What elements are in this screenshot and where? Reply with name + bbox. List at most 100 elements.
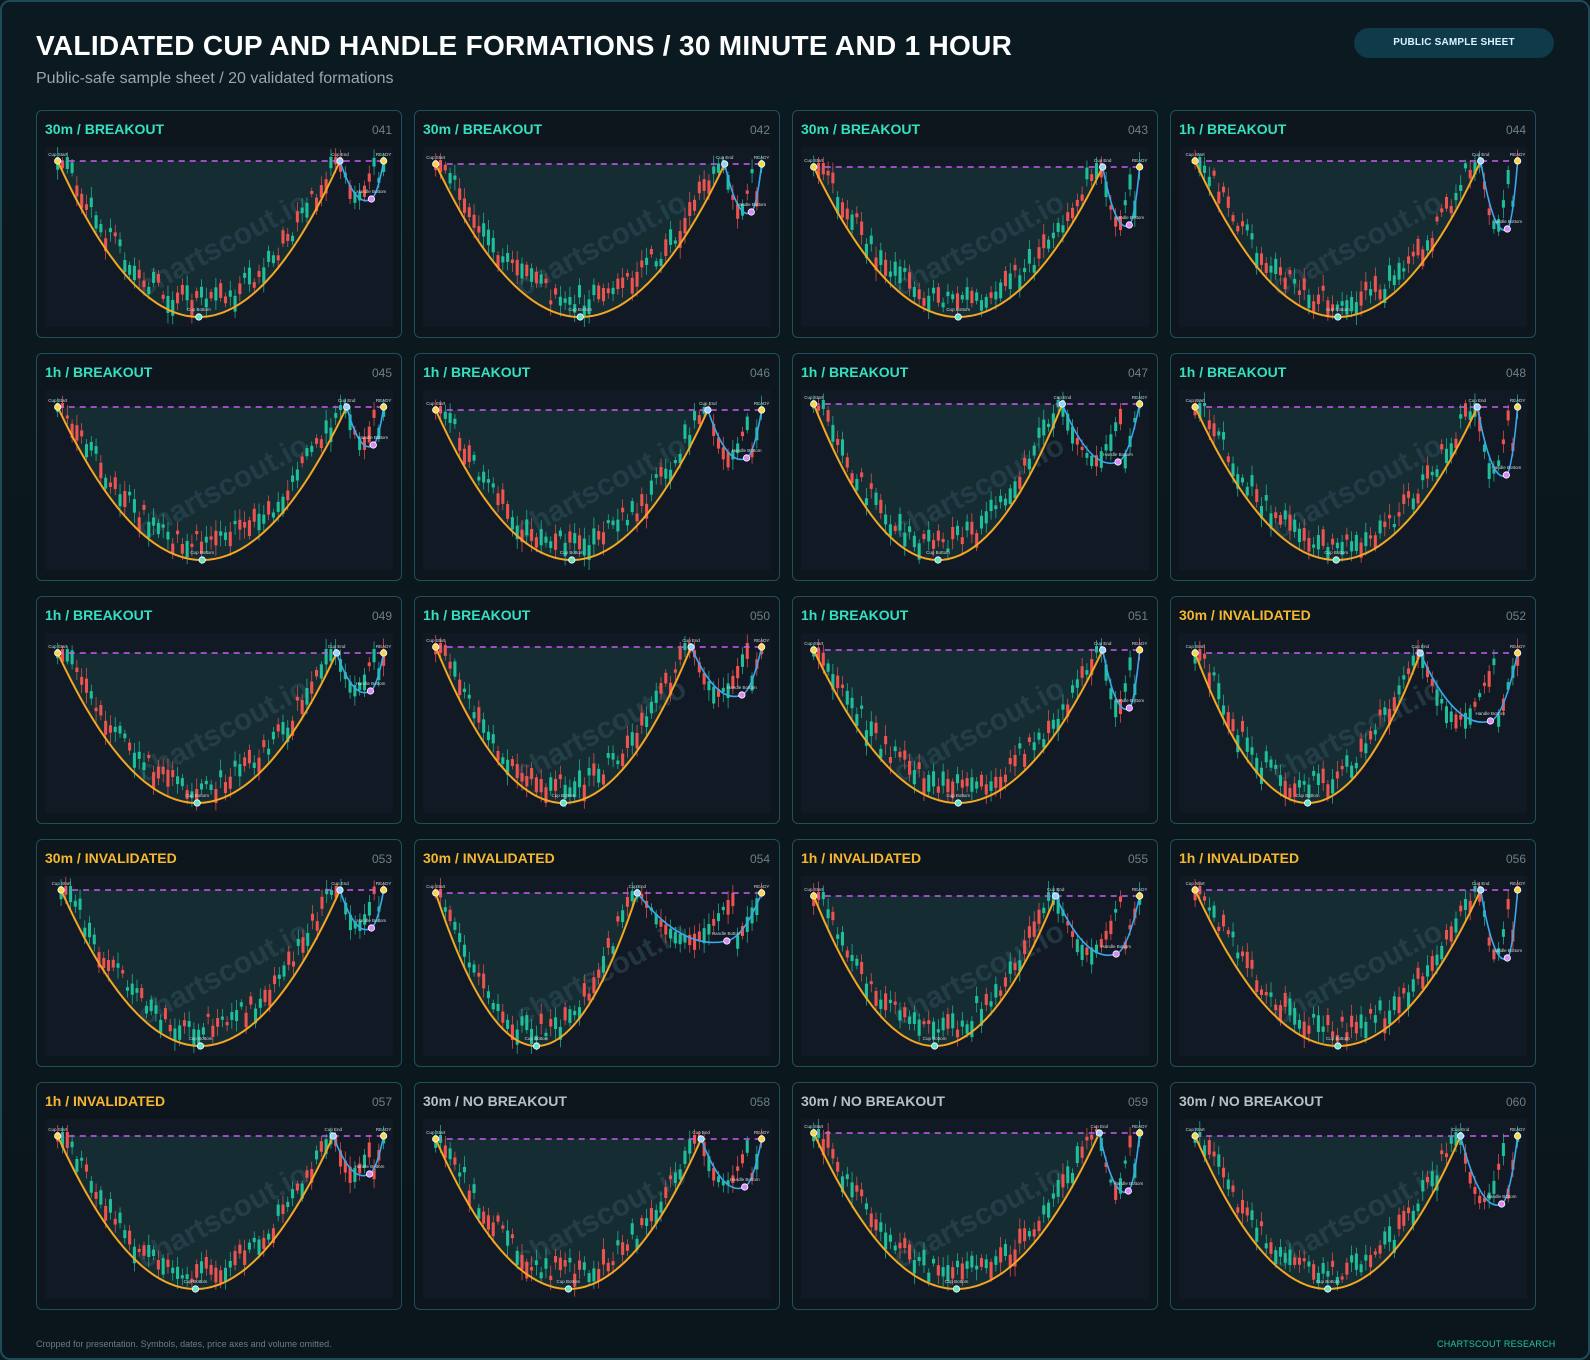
- formation-card-053[interactable]: 30m / INVALIDATED 053 chartscout.io Cup Sta…: [36, 839, 402, 1067]
- candle: [1397, 262, 1401, 280]
- candle: [601, 288, 606, 302]
- candle: [338, 1150, 343, 1167]
- formation-card-048[interactable]: 1h / BREAKOUT 048 chartscout.io Cup Start Cu…: [1170, 353, 1536, 581]
- formation-chart: chartscout.io Cup Start Cup Bottom Cup End H…: [1179, 390, 1527, 570]
- cup-bottom-marker: [934, 556, 942, 564]
- candle: [1222, 1167, 1226, 1178]
- formation-card-042[interactable]: 30m / BREAKOUT 042 chartscout.io Cup Start C…: [414, 110, 780, 338]
- candle: [70, 650, 74, 665]
- candle: [1283, 1253, 1287, 1263]
- formation-card-052[interactable]: 30m / INVALIDATED 052 chartscout.io Cup Sta…: [1170, 596, 1536, 824]
- card-label: 30m / NO BREAKOUT: [801, 1093, 945, 1109]
- card-label: 30m / INVALIDATED: [423, 850, 555, 866]
- formation-card-057[interactable]: 1h / INVALIDATED 057 chartscout.io Cup Star…: [36, 1082, 402, 1310]
- candle: [597, 530, 601, 540]
- candle: [1506, 410, 1510, 421]
- candle: [295, 211, 299, 223]
- candle: [482, 973, 486, 989]
- formation-card-060[interactable]: 30m / NO BREAKOUT 060 chartscout.io Cup Sta…: [1170, 1082, 1536, 1310]
- candle: [630, 732, 634, 746]
- candle: [573, 781, 577, 798]
- candle: [601, 1249, 606, 1265]
- candle: [223, 532, 228, 540]
- candle: [1331, 538, 1335, 545]
- candle: [142, 1245, 146, 1256]
- candle: [1085, 1136, 1089, 1141]
- candle: [1492, 658, 1496, 666]
- candle: [673, 931, 677, 944]
- candle: [209, 784, 213, 791]
- formation-card-054[interactable]: 30m / INVALIDATED 054 chartscout.io Cup Sta…: [414, 839, 780, 1067]
- candle: [1373, 1015, 1377, 1023]
- formation-card-045[interactable]: 1h / BREAKOUT 045 chartscout.io Cup Start Cu…: [36, 353, 402, 581]
- formation-card-046[interactable]: 1h / BREAKOUT 046 chartscout.io Cup Start Cu…: [414, 353, 780, 581]
- candle: [1454, 714, 1458, 729]
- candle: [712, 423, 716, 436]
- candle: [1354, 1021, 1358, 1034]
- candle: [1402, 1210, 1406, 1226]
- cup-start-marker: [57, 886, 65, 894]
- candle: [140, 987, 144, 999]
- formation-chart: chartscout.io Cup Start Cup Bottom Cup End H…: [1179, 1119, 1527, 1299]
- formation-card-043[interactable]: 30m / BREAKOUT 043 chartscout.io Cup Start C…: [792, 110, 1158, 338]
- candle: [228, 1260, 232, 1268]
- candle: [362, 437, 367, 450]
- formation-card-056[interactable]: 1h / INVALIDATED 056 chartscout.io Cup Star…: [1170, 839, 1536, 1067]
- candle: [855, 714, 859, 727]
- candle: [707, 1156, 711, 1172]
- candle: [132, 752, 136, 768]
- candle: [128, 265, 132, 275]
- candle: [577, 770, 582, 788]
- candle: [219, 770, 223, 778]
- formation-card-055[interactable]: 1h / INVALIDATED 055 chartscout.io Cup Star…: [792, 839, 1158, 1067]
- candle: [736, 1166, 740, 1171]
- candle: [1297, 1257, 1301, 1265]
- candle: [510, 759, 514, 767]
- candle: [611, 520, 615, 526]
- candle: [864, 1203, 868, 1210]
- candle: [97, 952, 101, 968]
- candle: [898, 751, 902, 758]
- candle: [1440, 698, 1444, 704]
- candle: [673, 240, 677, 244]
- candle: [1066, 212, 1070, 221]
- candle: [740, 1154, 745, 1164]
- cup-end-marker-label: Cup End: [1452, 1127, 1470, 1132]
- candle: [70, 423, 74, 438]
- candle: [932, 540, 936, 549]
- formation-card-044[interactable]: 1h / BREAKOUT 044 chartscout.io Cup Start Cu…: [1170, 110, 1536, 338]
- candle: [238, 1244, 242, 1254]
- candle: [1080, 666, 1084, 678]
- candle: [1444, 706, 1449, 724]
- candle: [1307, 537, 1311, 552]
- candle: [1297, 528, 1301, 543]
- card-label: 30m / BREAKOUT: [45, 121, 164, 137]
- formation-card-041[interactable]: 30m / BREAKOUT 041 chartscout.io Cup Start C…: [36, 110, 402, 338]
- formation-card-058[interactable]: 30m / NO BREAKOUT 058 chartscout.io Cup Sta…: [414, 1082, 780, 1310]
- candle: [1269, 513, 1273, 529]
- formation-card-050[interactable]: 1h / BREAKOUT 050 chartscout.io Cup Start Cu…: [414, 596, 780, 824]
- candle: [1430, 956, 1434, 971]
- candle: [324, 649, 328, 665]
- candle: [204, 536, 208, 543]
- cup-end-marker-label: Cup End: [1411, 644, 1429, 649]
- formation-card-051[interactable]: 1h / BREAKOUT 051 chartscout.io Cup Start Cu…: [792, 596, 1158, 824]
- candle: [1335, 542, 1339, 549]
- candle: [1212, 170, 1216, 176]
- candle: [506, 252, 510, 262]
- formation-card-049[interactable]: 1h / BREAKOUT 049 chartscout.io Cup Start Cu…: [36, 596, 402, 824]
- candle: [1350, 1015, 1354, 1028]
- candle: [836, 1161, 840, 1172]
- formation-card-059[interactable]: 30m / NO BREAKOUT 059 chartscout.io Cup Sta…: [792, 1082, 1158, 1310]
- candle: [225, 1022, 229, 1026]
- candle: [1047, 1202, 1051, 1218]
- handle-bottom-marker-label: Handle Bottom: [736, 202, 766, 207]
- candle: [1090, 455, 1094, 467]
- candle: [884, 735, 888, 745]
- candle: [1032, 1229, 1036, 1237]
- candle: [597, 969, 601, 978]
- card-label-separator: /: [1207, 1093, 1219, 1109]
- formation-card-047[interactable]: 1h / BREAKOUT 047 chartscout.io Cup Start Cu…: [792, 353, 1158, 581]
- candle: [271, 1228, 275, 1243]
